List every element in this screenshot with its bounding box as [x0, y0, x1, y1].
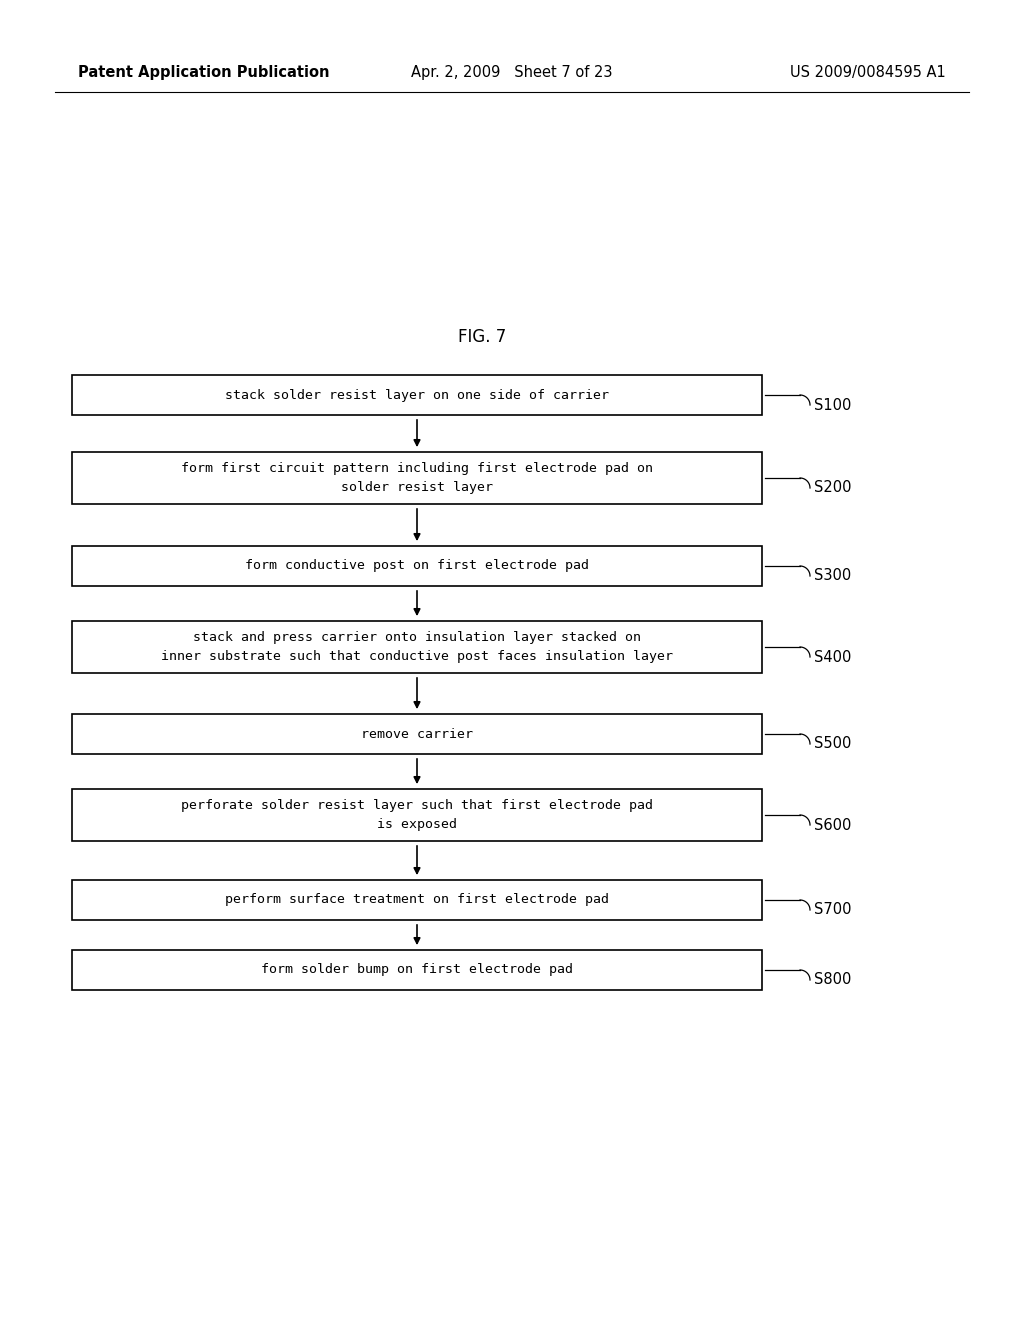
Text: perform surface treatment on first electrode pad: perform surface treatment on first elect… — [225, 894, 609, 907]
Bar — [72, 451, 762, 504]
Text: stack solder resist layer on one side of carrier: stack solder resist layer on one side of… — [225, 388, 609, 401]
Text: stack and press carrier onto insulation layer stacked on
inner substrate such th: stack and press carrier onto insulation … — [161, 631, 673, 663]
Bar — [72, 789, 762, 841]
Bar — [72, 375, 762, 414]
Text: S500: S500 — [814, 737, 851, 751]
Bar — [72, 950, 762, 990]
Text: S600: S600 — [814, 817, 851, 833]
Text: form first circuit pattern including first electrode pad on
solder resist layer: form first circuit pattern including fir… — [181, 462, 653, 494]
Bar — [72, 620, 762, 673]
Bar — [72, 546, 762, 586]
Text: S300: S300 — [814, 569, 851, 583]
Text: form solder bump on first electrode pad: form solder bump on first electrode pad — [261, 964, 573, 977]
Text: remove carrier: remove carrier — [361, 727, 473, 741]
Bar — [72, 714, 762, 754]
Text: US 2009/0084595 A1: US 2009/0084595 A1 — [791, 65, 946, 79]
Text: perforate solder resist layer such that first electrode pad
is exposed: perforate solder resist layer such that … — [181, 799, 653, 832]
Text: Apr. 2, 2009   Sheet 7 of 23: Apr. 2, 2009 Sheet 7 of 23 — [412, 65, 612, 79]
Text: S100: S100 — [814, 397, 851, 412]
Text: form conductive post on first electrode pad: form conductive post on first electrode … — [245, 560, 589, 573]
Text: S700: S700 — [814, 903, 852, 917]
Text: S800: S800 — [814, 973, 851, 987]
Text: S200: S200 — [814, 480, 852, 495]
Text: FIG. 7: FIG. 7 — [458, 327, 506, 346]
Text: Patent Application Publication: Patent Application Publication — [78, 65, 330, 79]
Text: S400: S400 — [814, 649, 851, 664]
Bar — [72, 880, 762, 920]
